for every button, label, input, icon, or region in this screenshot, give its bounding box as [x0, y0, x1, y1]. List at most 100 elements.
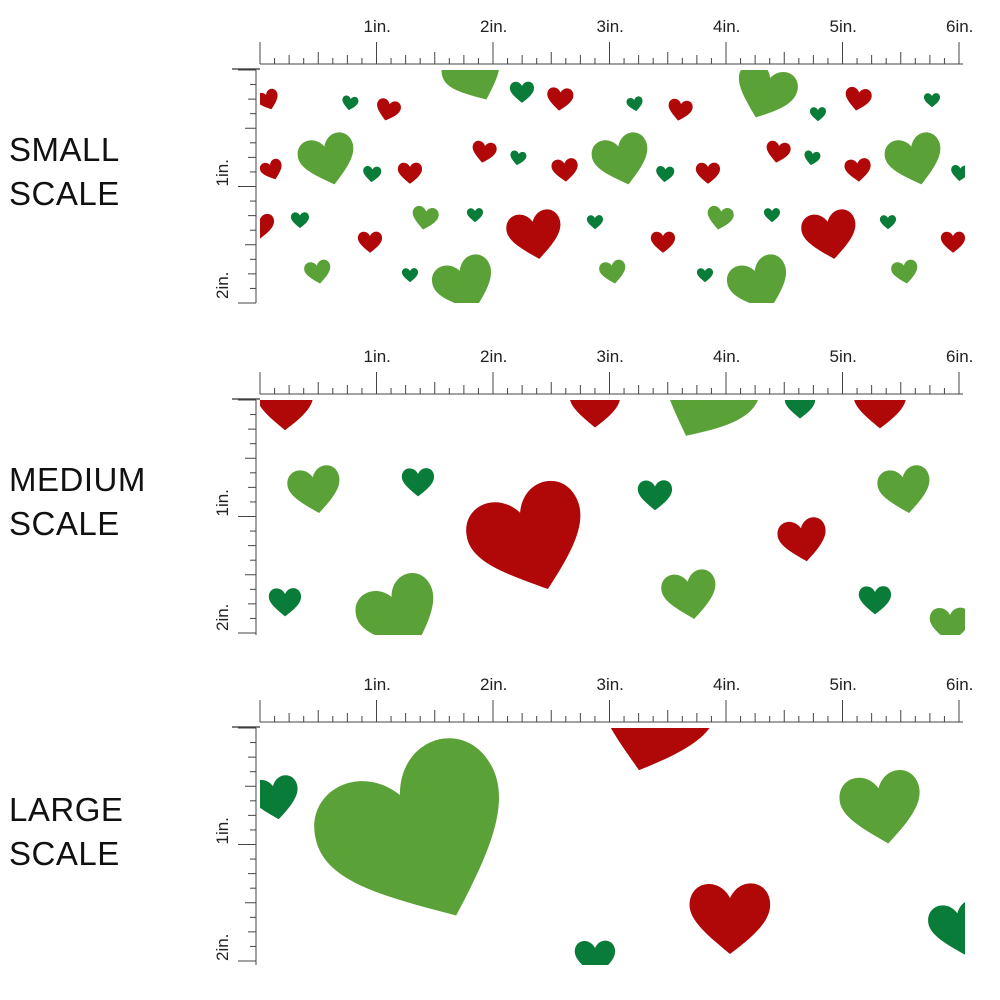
ruler-label: 2in. — [480, 347, 507, 366]
heart-icon — [260, 775, 298, 820]
heart-icon — [661, 569, 716, 619]
heart-icon — [377, 98, 401, 121]
heart-icon — [506, 209, 561, 259]
heart-icon — [707, 205, 734, 230]
heart-icon — [287, 465, 340, 514]
scale-label-small: SMALL SCALE — [9, 128, 120, 216]
heart-icon — [586, 215, 604, 230]
fabric-swatch-medium — [260, 400, 965, 635]
heart-icon — [472, 140, 497, 163]
heart-icon — [727, 254, 787, 303]
heart-icon — [509, 81, 535, 103]
heart-icon — [432, 254, 492, 303]
section-medium-scale: MEDIUM SCALE 1in. 2in. 3in. 4in. 5in. 6in. 1in… — [0, 330, 1000, 660]
ruler-label: 5in. — [830, 675, 857, 694]
heart-icon — [695, 162, 721, 184]
heart-icon — [844, 158, 871, 182]
ruler-label: 1in. — [213, 817, 232, 844]
heart-icon — [598, 728, 718, 771]
heart-icon — [574, 940, 616, 965]
heart-icon — [923, 93, 941, 108]
heart-icon — [357, 231, 383, 253]
heart-icon — [663, 400, 761, 436]
heart-icon — [626, 96, 643, 112]
ruler-label: 1in. — [213, 159, 232, 186]
fabric-swatch-small — [260, 70, 965, 303]
scale-label-line2: SCALE — [9, 835, 120, 872]
heart-icon — [551, 158, 578, 182]
heart-icon — [260, 88, 278, 110]
heart-icon — [804, 150, 821, 166]
ruler: 1in. 2in. 3in. 4in. 5in. 6in. 1in. 2in. — [213, 675, 973, 965]
heart-icon — [290, 212, 310, 229]
ruler-label: 6in. — [946, 17, 973, 36]
ruler-label: 2in. — [480, 17, 507, 36]
ruler-label: 3in. — [597, 347, 624, 366]
hearts-pattern — [260, 728, 965, 965]
heart-icon — [777, 517, 826, 562]
ruler: 1in. 2in. 3in. 4in. 5in. 6in. 1in. 2in. — [213, 347, 973, 635]
scale-label-medium: MEDIUM SCALE — [9, 458, 146, 546]
scale-label-line1: SMALL — [9, 131, 120, 168]
heart-icon — [547, 87, 574, 111]
heart-icon — [314, 738, 500, 916]
heart-icon — [297, 132, 354, 185]
heart-icon — [951, 164, 965, 182]
ruler-label: 1in. — [213, 489, 232, 516]
ruler-label: 2in. — [480, 675, 507, 694]
ruler-label: 1in. — [364, 17, 391, 36]
heart-icon — [929, 607, 965, 635]
ruler-label: 6in. — [946, 347, 973, 366]
ruler-label: 3in. — [597, 675, 624, 694]
ruler-label: 6in. — [946, 675, 973, 694]
heart-icon — [928, 899, 965, 955]
heart-icon — [466, 481, 581, 590]
heart-icon — [879, 215, 897, 230]
heart-icon — [401, 468, 435, 497]
fabric-swatch-large — [260, 728, 965, 965]
heart-icon — [397, 162, 423, 184]
heart-icon — [510, 150, 527, 166]
heart-icon — [355, 573, 434, 635]
heart-icon — [940, 231, 965, 253]
heart-icon — [858, 586, 892, 615]
ruler-label: 2in. — [213, 604, 232, 631]
heart-icon — [809, 107, 827, 122]
ruler-label: 4in. — [713, 17, 740, 36]
scale-label-line2: SCALE — [9, 505, 120, 542]
scale-label-line2: SCALE — [9, 175, 120, 212]
ruler-label: 1in. — [364, 675, 391, 694]
heart-icon — [650, 231, 676, 253]
ruler-label: 4in. — [713, 347, 740, 366]
scale-label-large: LARGE SCALE — [9, 788, 123, 876]
heart-icon — [599, 259, 626, 284]
heart-icon — [689, 883, 771, 954]
heart-icon — [884, 132, 941, 185]
heart-icon — [570, 400, 620, 428]
heart-icon — [696, 268, 714, 283]
hearts-pattern — [260, 400, 965, 635]
ruler-label: 2in. — [213, 272, 232, 299]
heart-icon — [260, 400, 313, 431]
heart-icon — [668, 98, 693, 121]
ruler: 1in. 2in. 3in. 4in. 5in. 6in. 1in. 2in. — [213, 17, 973, 304]
hearts-pattern — [260, 70, 965, 303]
heart-icon — [591, 132, 648, 185]
section-large-scale: LARGE SCALE 1in. 2in. 3in. 4in. 5in. 6in. 1in.… — [0, 660, 1000, 990]
heart-icon — [412, 205, 439, 230]
ruler-label: 5in. — [830, 347, 857, 366]
ruler-label: 1in. — [364, 347, 391, 366]
heart-icon — [466, 208, 484, 223]
heart-icon — [763, 208, 781, 223]
heart-icon — [738, 70, 798, 118]
heart-icon — [656, 165, 675, 183]
heart-icon — [363, 165, 382, 183]
heart-icon — [260, 158, 282, 180]
heart-icon — [839, 770, 920, 844]
scale-label-line1: MEDIUM — [9, 461, 146, 498]
heart-icon — [441, 70, 500, 100]
heart-icon — [784, 400, 815, 419]
heart-icon — [260, 213, 275, 239]
section-small-scale: SMALL SCALE 1in. 2in. 3in. 4in. 5in. 6in. 1in.… — [0, 0, 1000, 330]
heart-icon — [401, 268, 419, 283]
